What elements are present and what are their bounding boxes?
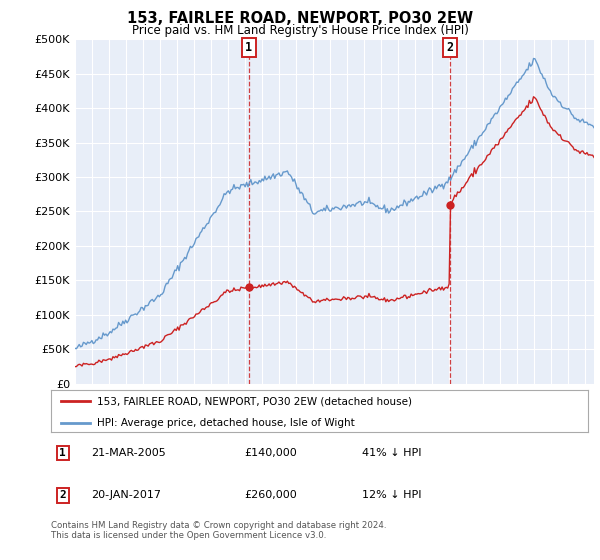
Text: 1: 1: [245, 41, 253, 54]
Text: 20-JAN-2017: 20-JAN-2017: [91, 490, 161, 500]
Text: 12% ↓ HPI: 12% ↓ HPI: [362, 490, 422, 500]
Text: 21-MAR-2005: 21-MAR-2005: [91, 448, 166, 458]
Text: 153, FAIRLEE ROAD, NEWPORT, PO30 2EW: 153, FAIRLEE ROAD, NEWPORT, PO30 2EW: [127, 11, 473, 26]
Text: Contains HM Land Registry data © Crown copyright and database right 2024.
This d: Contains HM Land Registry data © Crown c…: [51, 521, 386, 540]
Text: 41% ↓ HPI: 41% ↓ HPI: [362, 448, 422, 458]
Text: HPI: Average price, detached house, Isle of Wight: HPI: Average price, detached house, Isle…: [97, 418, 355, 428]
Text: £260,000: £260,000: [244, 490, 297, 500]
Text: £140,000: £140,000: [244, 448, 297, 458]
Text: Price paid vs. HM Land Registry's House Price Index (HPI): Price paid vs. HM Land Registry's House …: [131, 24, 469, 37]
Text: 153, FAIRLEE ROAD, NEWPORT, PO30 2EW (detached house): 153, FAIRLEE ROAD, NEWPORT, PO30 2EW (de…: [97, 396, 412, 406]
Text: 2: 2: [446, 41, 454, 54]
Text: 2: 2: [59, 490, 66, 500]
Text: 1: 1: [59, 448, 66, 458]
